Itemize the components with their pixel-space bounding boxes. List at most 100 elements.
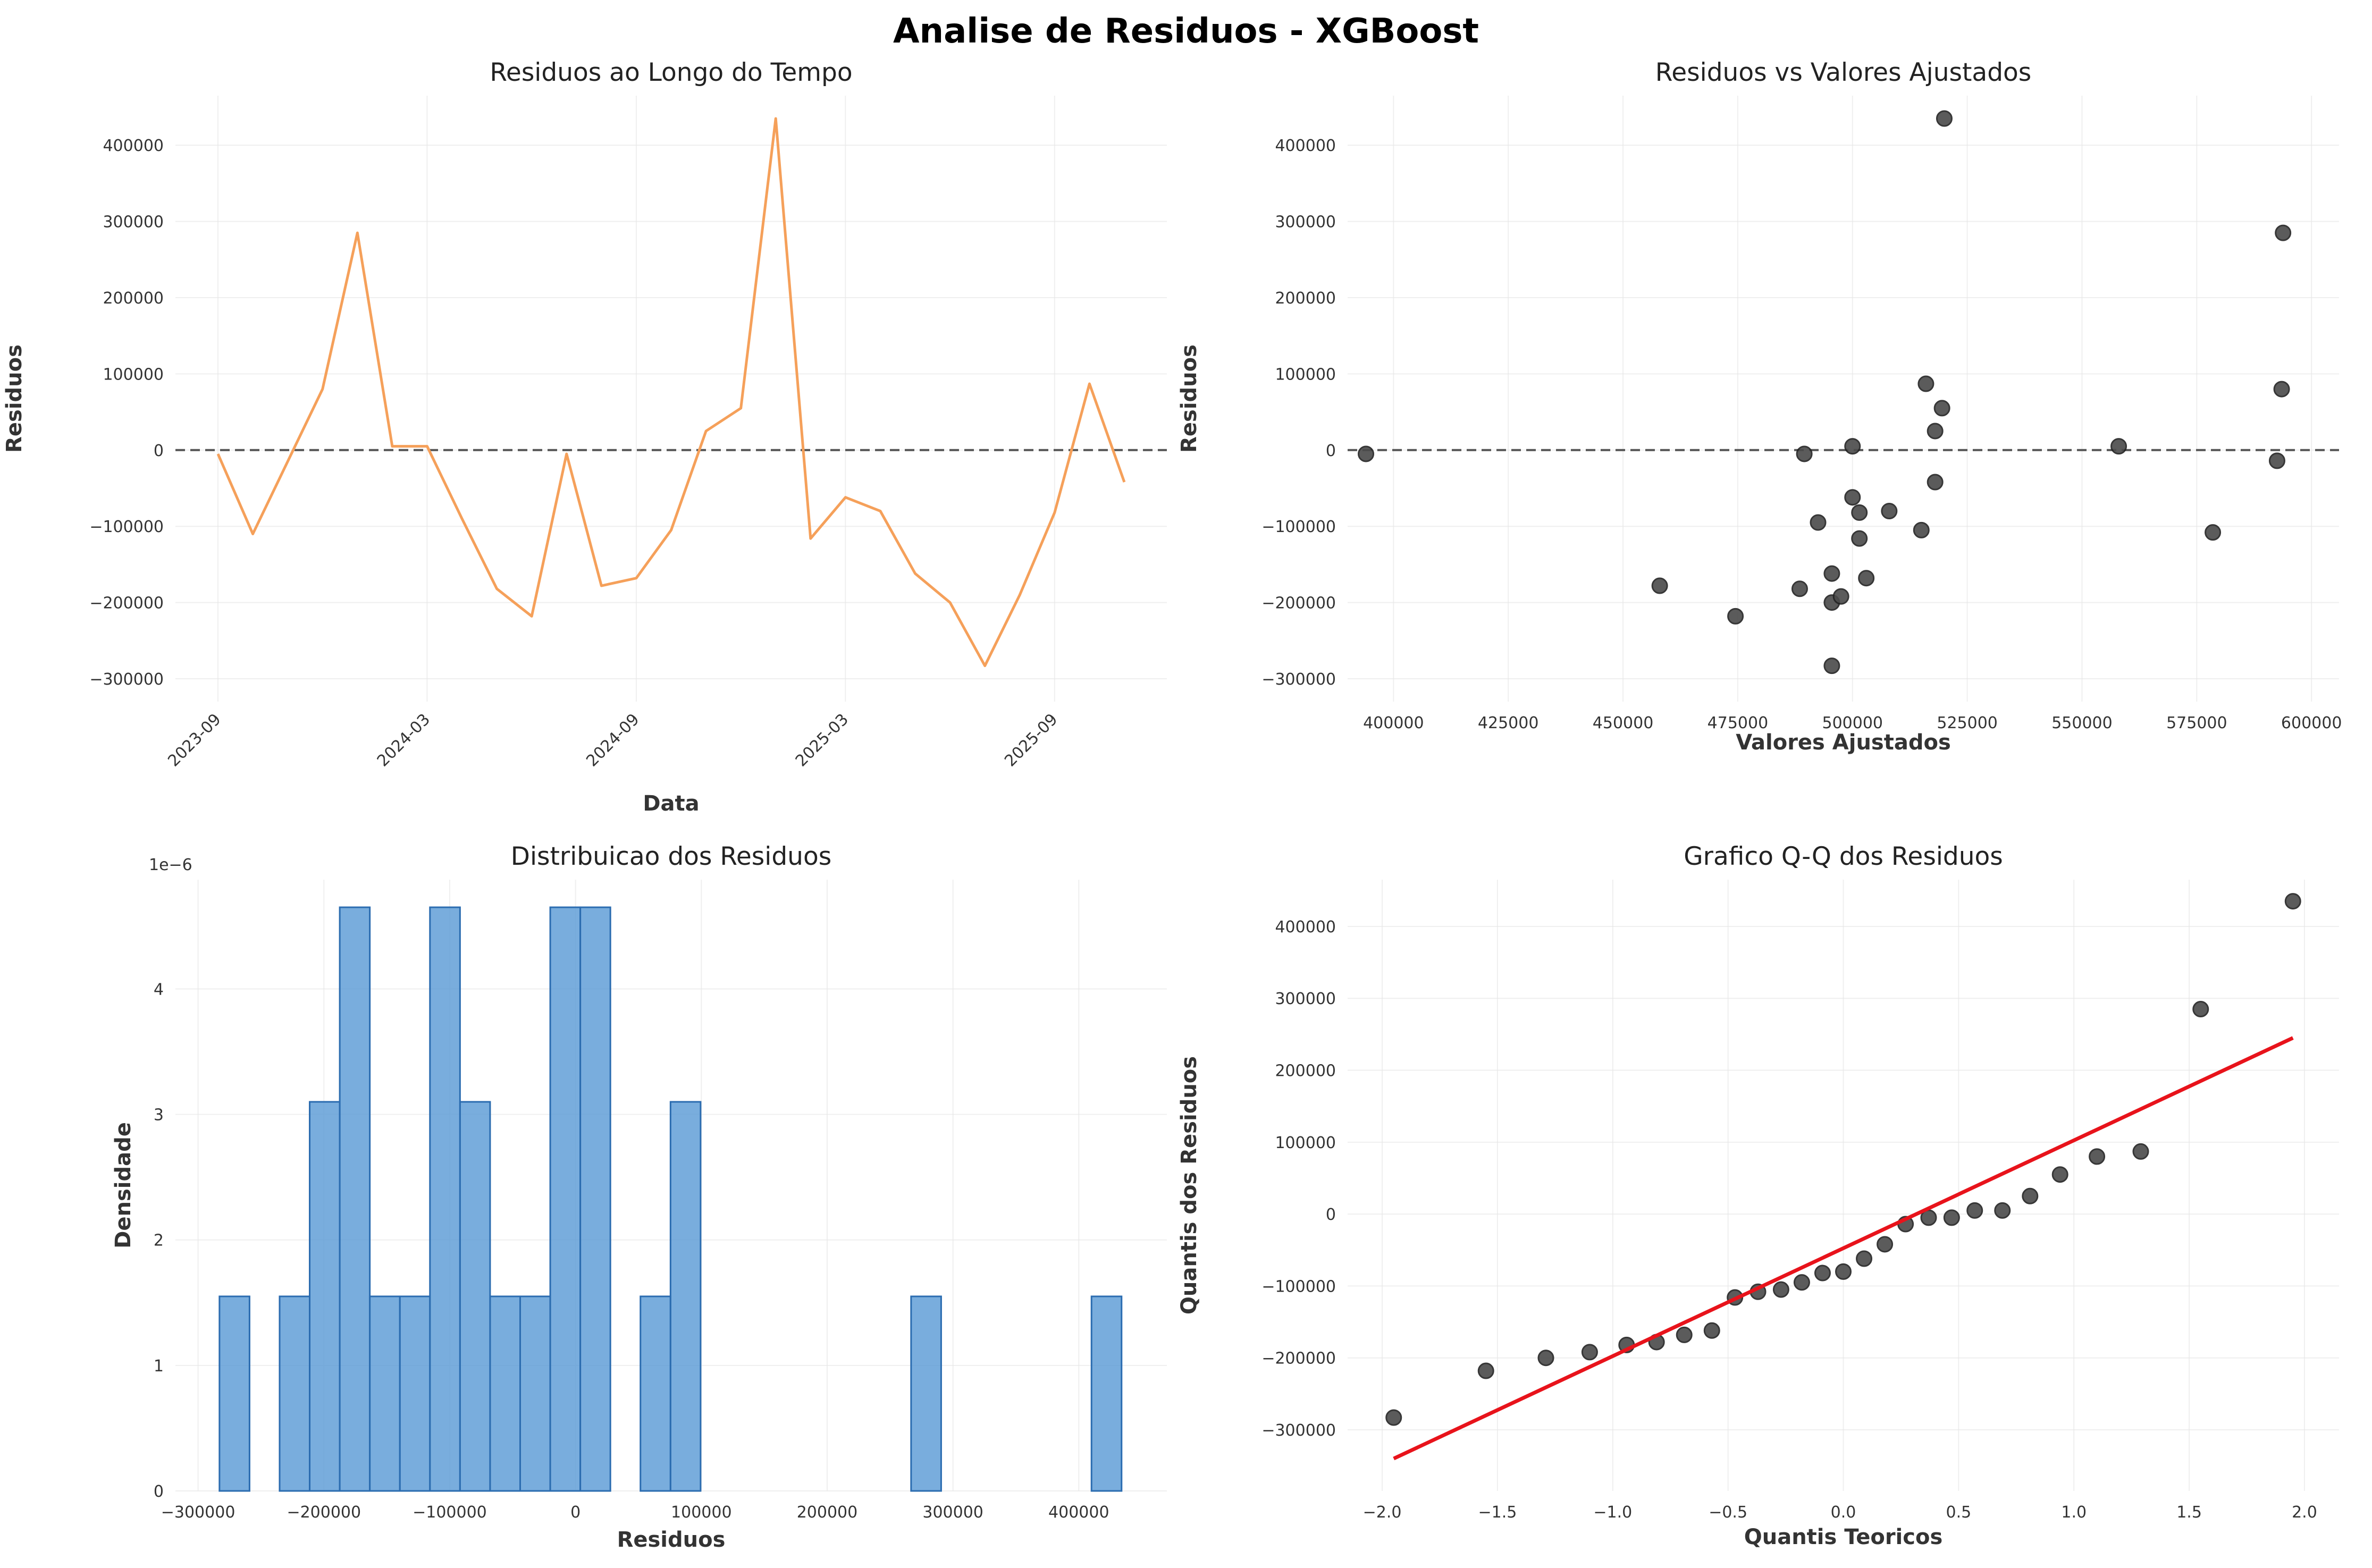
x-tick-label: 0	[570, 1503, 581, 1522]
x-tick-label: 400000	[1363, 714, 1424, 732]
histogram-bar	[309, 1101, 341, 1492]
scatter-point	[1913, 521, 1930, 538]
qq-point	[1537, 1350, 1554, 1367]
y-tick-label: 0	[1326, 442, 1336, 460]
y-tick-label: 3	[154, 1106, 164, 1125]
scatter-point	[1917, 375, 1934, 392]
x-tick-label: 425000	[1478, 714, 1539, 732]
x-tick-label: 0.5	[1946, 1503, 1972, 1522]
residual-point	[461, 518, 463, 519]
scatter-point	[1832, 588, 1849, 605]
scatter-point	[2273, 381, 2290, 398]
y-tick-label: −300000	[1261, 1421, 1336, 1440]
residual-point	[914, 573, 916, 575]
scatter-point	[1810, 514, 1827, 531]
scatter-point	[1927, 423, 1944, 440]
y-tick-label: 300000	[1275, 213, 1336, 232]
x-tick-label: 600000	[2281, 714, 2342, 732]
x-tick-label: 575000	[2166, 714, 2227, 732]
qq-point	[1943, 1209, 1960, 1226]
y-tick-label: 0	[154, 442, 164, 460]
x-tick-label: −1.5	[1478, 1503, 1517, 1522]
scatter-point	[1851, 504, 1868, 521]
histogram-bar	[459, 1101, 491, 1492]
qq-point	[1477, 1362, 1494, 1379]
scatter-point	[1881, 503, 1898, 520]
histogram-bar	[669, 1101, 702, 1492]
residual-point	[601, 585, 602, 587]
panel-residual-distribution: −300000 −200000 −100000 0 100000 200000 300000…	[111, 842, 1167, 1552]
residual-point	[426, 445, 428, 447]
qq-reference-line	[1393, 1036, 2294, 1461]
x-axis-label: Data	[643, 791, 699, 816]
y-tick-label: 200000	[1275, 289, 1336, 308]
y-tick-label: −300000	[1261, 670, 1336, 689]
y-tick-label: −300000	[89, 670, 164, 689]
residual-point	[670, 529, 672, 531]
x-tick-label: 0.0	[1831, 1503, 1856, 1522]
panel-title: Residuos ao Longo do Tempo	[490, 58, 852, 87]
qq-point	[1676, 1326, 1693, 1343]
y-tick-label: 100000	[1275, 365, 1336, 384]
qq-point	[1966, 1202, 1983, 1219]
figure-title: Analise de Residuos - XGBoost	[893, 12, 1479, 51]
y-tick-label: −100000	[1261, 518, 1336, 536]
histogram-bar	[910, 1295, 942, 1492]
y-scale-factor: 1e−6	[149, 856, 192, 874]
y-axis-label: Densidade	[111, 1122, 136, 1249]
scatter-point	[1844, 438, 1861, 455]
residual-point	[705, 430, 707, 432]
y-tick-label: 400000	[1275, 918, 1336, 937]
panel-qq-plot: −2.0 −1.5 −1.0 −0.5 0.0 0.5 1.0 1.5 2.0 −300000 −2…	[1177, 842, 2339, 1549]
qq-point	[1994, 1202, 2011, 1219]
qq-point	[2089, 1148, 2106, 1165]
histogram-bar	[579, 906, 611, 1492]
residual-point	[531, 616, 533, 617]
x-tick-label: −100000	[413, 1503, 487, 1522]
x-tick-label: 500000	[1822, 714, 1883, 732]
panel-residuals-vs-fitted: 400000 425000 450000 475000 500000 525000 5500…	[1177, 58, 2342, 755]
y-tick-label: 1	[154, 1357, 164, 1376]
residual-point	[1019, 594, 1021, 596]
scatter-point	[1823, 565, 1840, 582]
histogram-bar	[429, 906, 461, 1492]
x-tick-label: 1.0	[2061, 1503, 2087, 1522]
scatter-point	[1651, 577, 1668, 594]
scatter-point	[1927, 474, 1944, 491]
residual-point	[1124, 482, 1125, 483]
x-tick-label: 525000	[1937, 714, 1998, 732]
x-tick-label: −1.0	[1593, 1503, 1632, 1522]
residual-point	[984, 665, 986, 667]
qq-point	[1772, 1281, 1789, 1298]
qq-point	[1835, 1263, 1852, 1280]
residual-point	[566, 453, 567, 454]
histogram-bar	[369, 1295, 401, 1492]
x-tick-label: 300000	[922, 1503, 983, 1522]
x-tick-label: 1.5	[2176, 1503, 2202, 1522]
x-axis-label: Quantis Teoricos	[1744, 1525, 1943, 1549]
x-tick-label: −2.0	[1363, 1503, 1402, 1522]
qq-point	[1793, 1274, 1810, 1291]
x-tick-label: 475000	[1707, 714, 1769, 732]
y-axis-label: Residuos	[1177, 344, 1201, 453]
residual-point	[1089, 383, 1090, 385]
residual-point	[287, 461, 289, 462]
histogram-bar	[279, 1295, 311, 1492]
scatter-point	[2205, 524, 2222, 541]
qq-point	[2132, 1143, 2149, 1160]
residual-point	[845, 496, 846, 498]
scatter-point	[1858, 570, 1875, 587]
y-tick-label: 400000	[103, 137, 164, 155]
panel-title: Grafico Q-Q dos Residuos	[1684, 842, 2003, 871]
y-tick-label: −100000	[89, 518, 164, 536]
qq-point	[1814, 1264, 1831, 1282]
x-tick-label: 400000	[1048, 1503, 1109, 1522]
scatter-point	[2268, 452, 2285, 469]
histogram-bar	[218, 1295, 250, 1492]
x-tick-label: 450000	[1593, 714, 1654, 732]
scatter-point	[2275, 224, 2292, 241]
histogram-bar	[1090, 1295, 1123, 1492]
qq-point	[1581, 1344, 1598, 1361]
panel-title: Residuos vs Valores Ajustados	[1655, 58, 2032, 87]
